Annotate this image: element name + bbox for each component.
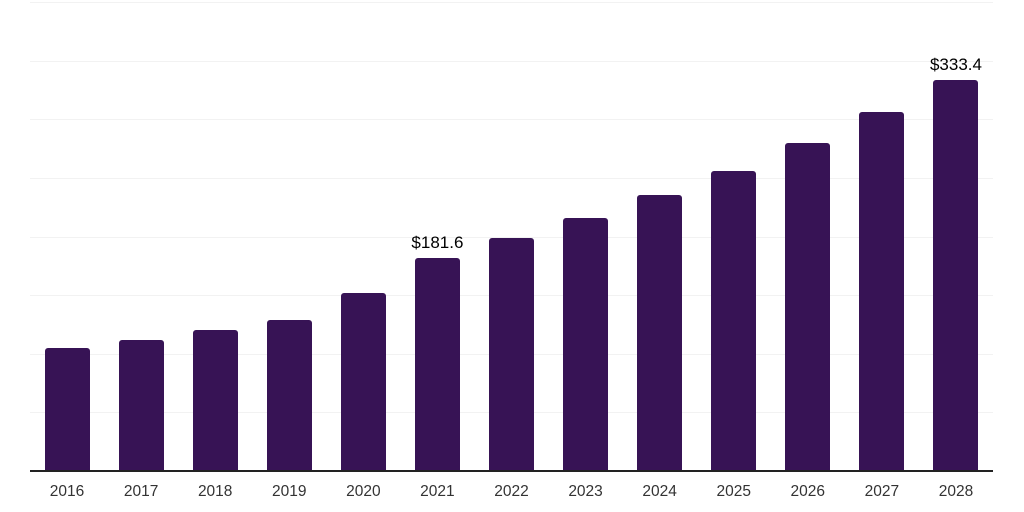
x-tick-label-2016: 2016 [49, 483, 85, 500]
bar-2021 [414, 258, 460, 471]
bar-2028 [933, 80, 979, 471]
x-tick-label-2023: 2023 [568, 483, 603, 500]
gridline-350 [30, 60, 993, 62]
gridline-300 [30, 119, 993, 121]
value-label-2028: $333.4 [929, 55, 982, 75]
x-tick-label-2028: 2028 [938, 483, 974, 500]
gridline-250 [30, 177, 993, 179]
bar-2026 [785, 142, 831, 471]
x-tick-label-2027: 2027 [864, 483, 900, 500]
gridline-200 [30, 236, 993, 238]
bar-2027 [859, 112, 905, 471]
x-tick-label-2017: 2017 [123, 483, 159, 500]
bar-2024 [637, 195, 683, 471]
bar-2019 [266, 319, 312, 471]
x-tick-label-2019: 2019 [272, 483, 307, 500]
bar-2025 [711, 170, 757, 471]
value-label-2021: $181.6 [411, 233, 464, 253]
x-tick-label-2020: 2020 [346, 483, 381, 500]
x-tick-label-2024: 2024 [642, 483, 677, 500]
x-axis-line [30, 470, 993, 472]
gridline-400 [30, 2, 993, 3]
bar-2016 [44, 347, 90, 471]
x-tick-label-2026: 2026 [790, 483, 826, 500]
x-tick-label-2022: 2022 [494, 483, 529, 500]
plot-area: $181.6 $333.4 [30, 2, 993, 471]
bar-2022 [489, 237, 534, 471]
bar-2023 [563, 217, 609, 471]
bar-2020 [340, 292, 386, 471]
bar-2018 [192, 330, 238, 471]
x-tick-label-2021: 2021 [420, 483, 455, 500]
bar-2017 [118, 339, 164, 471]
x-tick-label-2018: 2018 [197, 483, 233, 500]
x-tick-label-2025: 2025 [716, 483, 751, 500]
